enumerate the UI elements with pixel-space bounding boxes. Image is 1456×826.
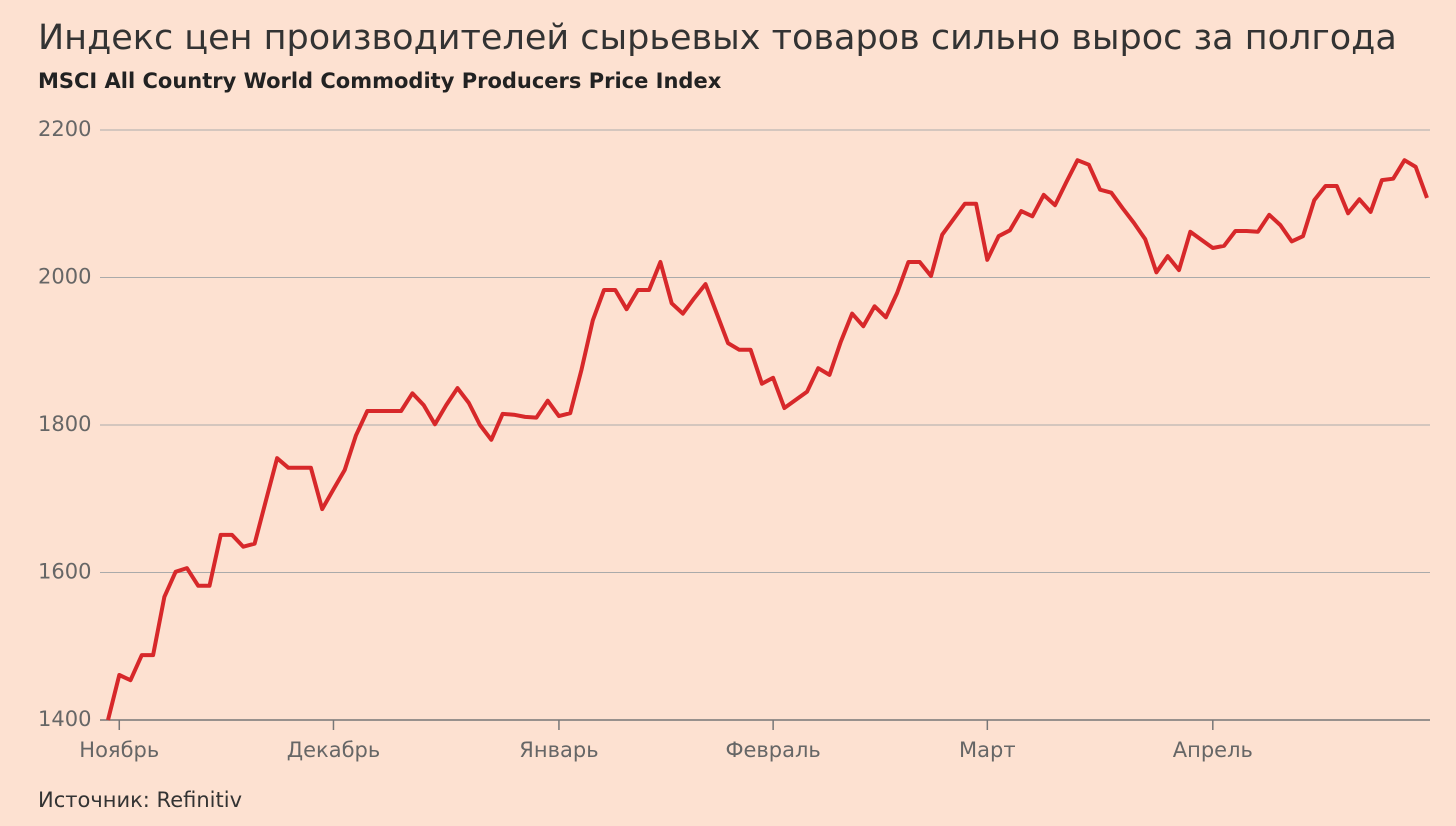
x-tick-label: Март [959, 738, 1016, 762]
x-tick-label: Декабрь [287, 738, 381, 762]
x-tick-label: Апрель [1173, 738, 1253, 762]
source: Источник: Refinitiv [38, 788, 242, 812]
data-line [106, 158, 1429, 721]
chart-title: Индекс цен производителей сырьевых товар… [38, 18, 1397, 58]
y-tick-label: 1400 [38, 707, 91, 731]
y-tick-label: 2000 [38, 265, 91, 289]
x-tick-label: Январь [519, 738, 598, 762]
y-tick-label: 1600 [38, 560, 91, 584]
y-tick-label: 1800 [38, 412, 91, 436]
x-tick-label: Февраль [725, 738, 820, 762]
chart-subtitle: MSCI All Country World Commodity Produce… [38, 69, 722, 93]
y-tick-label: 2200 [38, 117, 91, 141]
x-tick-label: Ноябрь [79, 738, 159, 762]
